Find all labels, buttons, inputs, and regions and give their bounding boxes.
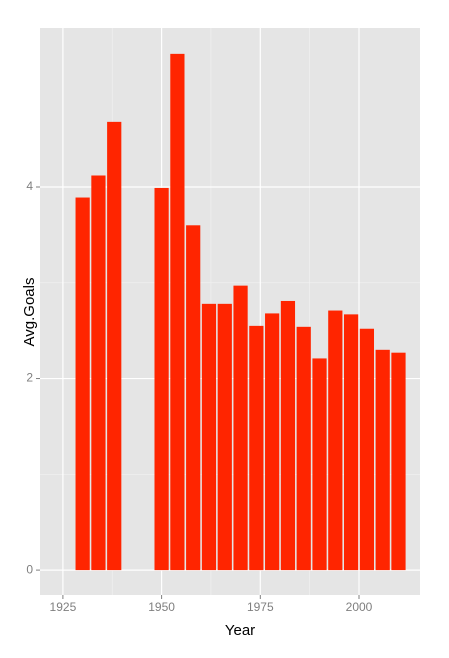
bar [391, 352, 406, 571]
bar [154, 187, 169, 571]
bar [186, 225, 201, 571]
bar [249, 325, 264, 571]
bar [217, 303, 232, 571]
x-tick-label: 1975 [247, 600, 274, 614]
bar [312, 358, 327, 571]
x-tick-label: 2000 [346, 600, 373, 614]
y-tick-label: 0 [26, 562, 33, 576]
bar [91, 175, 106, 571]
bar [375, 349, 390, 571]
bar [359, 328, 375, 571]
bar [233, 285, 248, 571]
y-tick-label: 2 [26, 371, 33, 385]
x-tick-label: 1950 [148, 600, 175, 614]
bar [107, 121, 122, 571]
bar [201, 303, 217, 571]
bar [170, 53, 185, 571]
bar [344, 314, 359, 571]
bar [75, 197, 90, 571]
bar [296, 326, 311, 571]
bar [265, 313, 280, 571]
x-axis-label: Year [225, 622, 255, 639]
bar [280, 300, 296, 571]
y-tick-label: 4 [26, 179, 33, 193]
bar [328, 310, 343, 571]
x-tick-label: 1925 [50, 600, 77, 614]
y-axis-label: Avg.Goals [21, 278, 38, 347]
